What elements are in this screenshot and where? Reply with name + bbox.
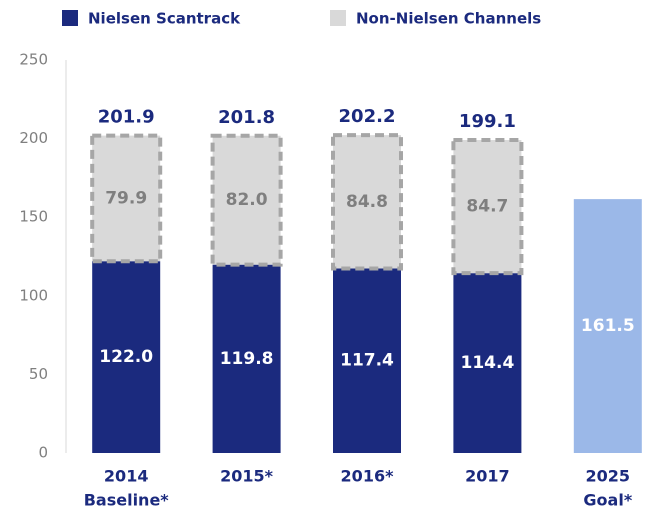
bar-segment — [92, 261, 161, 453]
y-tick-label: 250 — [19, 51, 48, 69]
value-label: 84.7 — [466, 197, 508, 217]
x-tick-label: Goal* — [583, 491, 632, 510]
bar-segment — [90, 133, 163, 264]
bar-segment — [212, 264, 281, 453]
value-label: 117.4 — [340, 351, 394, 371]
bar-segment — [453, 273, 522, 453]
x-tick-label: 2016* — [341, 467, 395, 486]
y-tick-label: 100 — [19, 286, 48, 304]
value-label: 84.8 — [346, 192, 388, 212]
total-label: 201.8 — [218, 107, 275, 128]
value-label: 119.8 — [220, 349, 274, 369]
y-tick-label: 0 — [38, 444, 48, 462]
value-label: 114.4 — [461, 353, 515, 373]
bar-segment — [210, 133, 283, 267]
bar-segment — [573, 199, 642, 453]
bar-segment — [333, 268, 401, 453]
y-tick-label: 200 — [19, 129, 48, 147]
legend-label: Nielsen Scantrack — [88, 10, 241, 28]
y-tick-label: 150 — [19, 208, 48, 226]
y-tick-label: 50 — [29, 365, 48, 383]
x-tick-label: 2025 — [586, 467, 631, 486]
x-tick-label: Baseline* — [84, 491, 170, 510]
total-label: 202.2 — [339, 106, 396, 127]
total-label: 199.1 — [459, 111, 516, 132]
x-tick-label: 2015* — [220, 467, 274, 486]
x-tick-label: 2017 — [465, 467, 510, 486]
value-label: 161.5 — [581, 316, 635, 336]
bar-segment — [331, 133, 403, 271]
value-label: 82.0 — [226, 190, 268, 210]
value-label: 79.9 — [105, 188, 147, 208]
legend-swatch — [62, 10, 78, 26]
x-tick-label: 2014 — [104, 467, 149, 486]
bar-segment — [451, 138, 524, 276]
total-label: 201.9 — [98, 107, 155, 128]
legend-swatch — [330, 10, 346, 26]
legend-label: Non-Nielsen Channels — [356, 10, 541, 28]
value-label: 122.0 — [99, 347, 153, 367]
